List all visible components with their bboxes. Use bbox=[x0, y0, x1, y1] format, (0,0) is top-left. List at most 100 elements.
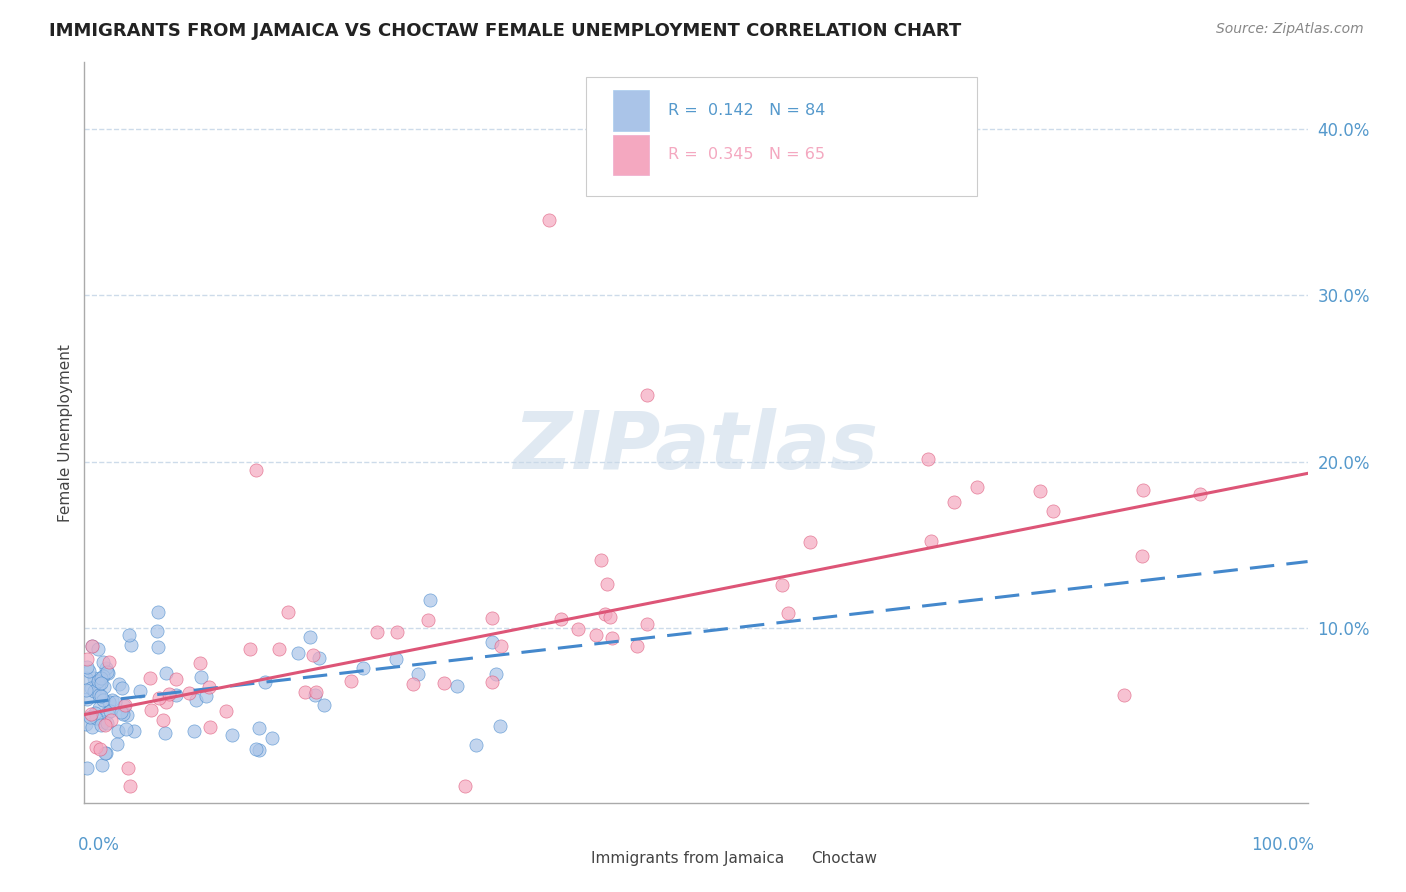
Point bbox=[146, 624, 169, 638]
Text: 0.0%: 0.0% bbox=[79, 836, 120, 855]
Point bbox=[433, 676, 456, 690]
Point bbox=[148, 690, 170, 705]
Point bbox=[239, 641, 262, 656]
Point bbox=[245, 463, 267, 477]
Point bbox=[139, 702, 162, 716]
Point bbox=[90, 718, 112, 732]
Point bbox=[589, 553, 612, 567]
Point bbox=[87, 688, 110, 702]
Point bbox=[917, 452, 939, 467]
Point bbox=[96, 715, 118, 730]
Point bbox=[110, 705, 132, 719]
Point bbox=[117, 761, 139, 775]
Point bbox=[90, 676, 112, 690]
Point bbox=[402, 677, 425, 691]
Point bbox=[83, 706, 105, 720]
Point bbox=[215, 704, 238, 718]
Point bbox=[339, 674, 361, 689]
Point bbox=[90, 671, 112, 685]
Point bbox=[157, 687, 180, 701]
Point bbox=[585, 627, 607, 641]
Text: Choctaw: Choctaw bbox=[811, 851, 877, 866]
Point bbox=[247, 722, 270, 736]
Point bbox=[93, 714, 115, 729]
FancyBboxPatch shape bbox=[586, 78, 977, 195]
Point bbox=[304, 688, 326, 702]
Point bbox=[920, 533, 942, 548]
Point bbox=[1114, 688, 1136, 702]
Point bbox=[93, 680, 115, 694]
Point bbox=[312, 698, 335, 713]
Point bbox=[91, 693, 114, 707]
Point bbox=[636, 616, 658, 631]
Point bbox=[91, 655, 114, 669]
Point bbox=[776, 606, 799, 620]
Point bbox=[770, 578, 793, 592]
Point bbox=[129, 683, 152, 698]
Point bbox=[406, 667, 429, 681]
Point bbox=[1132, 549, 1154, 563]
Point bbox=[97, 695, 120, 709]
Point bbox=[352, 660, 374, 674]
Point bbox=[98, 655, 121, 669]
Point bbox=[91, 669, 114, 683]
Point bbox=[188, 657, 211, 671]
Point bbox=[454, 779, 477, 793]
Point bbox=[75, 671, 97, 685]
Point bbox=[94, 661, 117, 675]
Point bbox=[94, 746, 117, 760]
Point bbox=[104, 695, 127, 709]
Point bbox=[1042, 504, 1064, 518]
Point bbox=[114, 722, 136, 736]
Point bbox=[538, 213, 561, 227]
Point bbox=[155, 666, 177, 681]
Point bbox=[488, 719, 510, 733]
Point bbox=[82, 639, 104, 653]
Point bbox=[96, 706, 118, 720]
Point bbox=[190, 670, 212, 684]
Point bbox=[294, 685, 316, 699]
Point bbox=[165, 688, 187, 702]
Point bbox=[799, 535, 821, 549]
Point bbox=[146, 640, 169, 654]
Point bbox=[76, 761, 98, 775]
Point bbox=[152, 713, 174, 727]
Point bbox=[90, 690, 112, 704]
Point bbox=[387, 625, 409, 640]
Point bbox=[1132, 483, 1154, 497]
Point bbox=[245, 741, 267, 756]
Point bbox=[195, 689, 218, 703]
Text: R =  0.345   N = 65: R = 0.345 N = 65 bbox=[668, 147, 825, 162]
Point bbox=[83, 684, 105, 698]
Point bbox=[114, 698, 136, 712]
Point bbox=[260, 731, 283, 745]
Point bbox=[94, 718, 117, 732]
Point bbox=[198, 680, 221, 694]
Point bbox=[139, 672, 162, 686]
Point bbox=[111, 681, 134, 696]
Point bbox=[165, 673, 187, 687]
Text: IMMIGRANTS FROM JAMAICA VS CHOCTAW FEMALE UNEMPLOYMENT CORRELATION CHART: IMMIGRANTS FROM JAMAICA VS CHOCTAW FEMAL… bbox=[49, 22, 962, 40]
Point bbox=[155, 695, 177, 709]
Point bbox=[485, 667, 508, 681]
Point bbox=[76, 691, 98, 706]
Point bbox=[221, 728, 243, 742]
Point bbox=[79, 709, 101, 723]
Point bbox=[84, 711, 107, 725]
Point bbox=[120, 638, 142, 652]
Point bbox=[179, 686, 201, 700]
FancyBboxPatch shape bbox=[613, 135, 650, 176]
Point bbox=[76, 660, 98, 674]
Point bbox=[446, 679, 468, 693]
Point bbox=[550, 612, 572, 626]
Y-axis label: Female Unemployment: Female Unemployment bbox=[58, 343, 73, 522]
Point bbox=[287, 646, 309, 660]
Point bbox=[101, 693, 124, 707]
Point bbox=[98, 704, 121, 718]
Point bbox=[298, 630, 321, 644]
Text: ZIPatlas: ZIPatlas bbox=[513, 409, 879, 486]
Point bbox=[943, 495, 966, 509]
FancyBboxPatch shape bbox=[550, 844, 576, 873]
Point bbox=[600, 631, 623, 645]
Point bbox=[366, 625, 388, 640]
